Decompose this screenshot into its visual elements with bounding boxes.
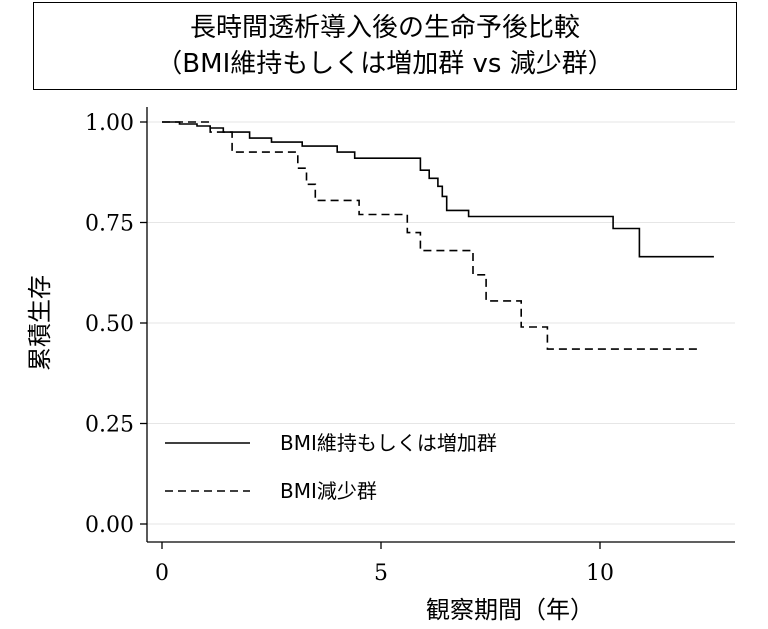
gridlines <box>147 121 735 525</box>
series-line-0 <box>162 121 714 258</box>
series-line-1 <box>162 121 701 350</box>
chart-title-box: 長時間透析導入後の生命予後比較 （BMI維持もしくは増加群 vs 減少群） <box>33 2 737 90</box>
legend-label-0: BMI維持もしくは増加群 <box>280 431 497 455</box>
axes <box>146 107 735 543</box>
series-lines <box>162 121 714 350</box>
tick-labels: 0.00 0.25 0.50 0.75 1.00 0 5 10 <box>85 111 614 586</box>
x-tick-label-0: 0 <box>155 561 169 586</box>
y-tick-label-4: 1.00 <box>85 111 134 136</box>
legend: BMI維持もしくは増加群 BMI減少群 <box>165 431 497 503</box>
x-axis-title: 観察期間（年） <box>426 596 594 624</box>
y-tick-label-3: 0.75 <box>85 212 134 237</box>
y-axis-title: 累積生存 <box>26 275 54 371</box>
y-tick-label-0: 0.00 <box>85 513 134 538</box>
y-tick-label-1: 0.25 <box>85 413 134 438</box>
chart-title: 長時間透析導入後の生命予後比較 <box>189 13 580 43</box>
x-tick-label-1: 5 <box>374 561 388 586</box>
y-tick-label-2: 0.50 <box>85 312 134 337</box>
x-tick-label-2: 10 <box>586 561 614 586</box>
chart-subtitle: （BMI維持もしくは増加群 vs 減少群） <box>156 49 614 79</box>
legend-label-1: BMI減少群 <box>280 479 377 503</box>
